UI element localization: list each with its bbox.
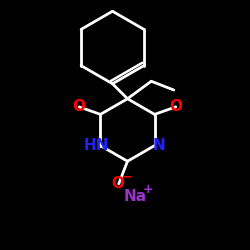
Text: HN: HN <box>84 138 110 153</box>
Text: +: + <box>142 183 153 196</box>
Text: N: N <box>153 138 166 153</box>
Text: O: O <box>73 99 86 114</box>
Text: Na: Na <box>124 189 146 204</box>
Text: −: − <box>122 170 132 183</box>
Text: O: O <box>111 176 124 191</box>
Text: O: O <box>169 99 182 114</box>
